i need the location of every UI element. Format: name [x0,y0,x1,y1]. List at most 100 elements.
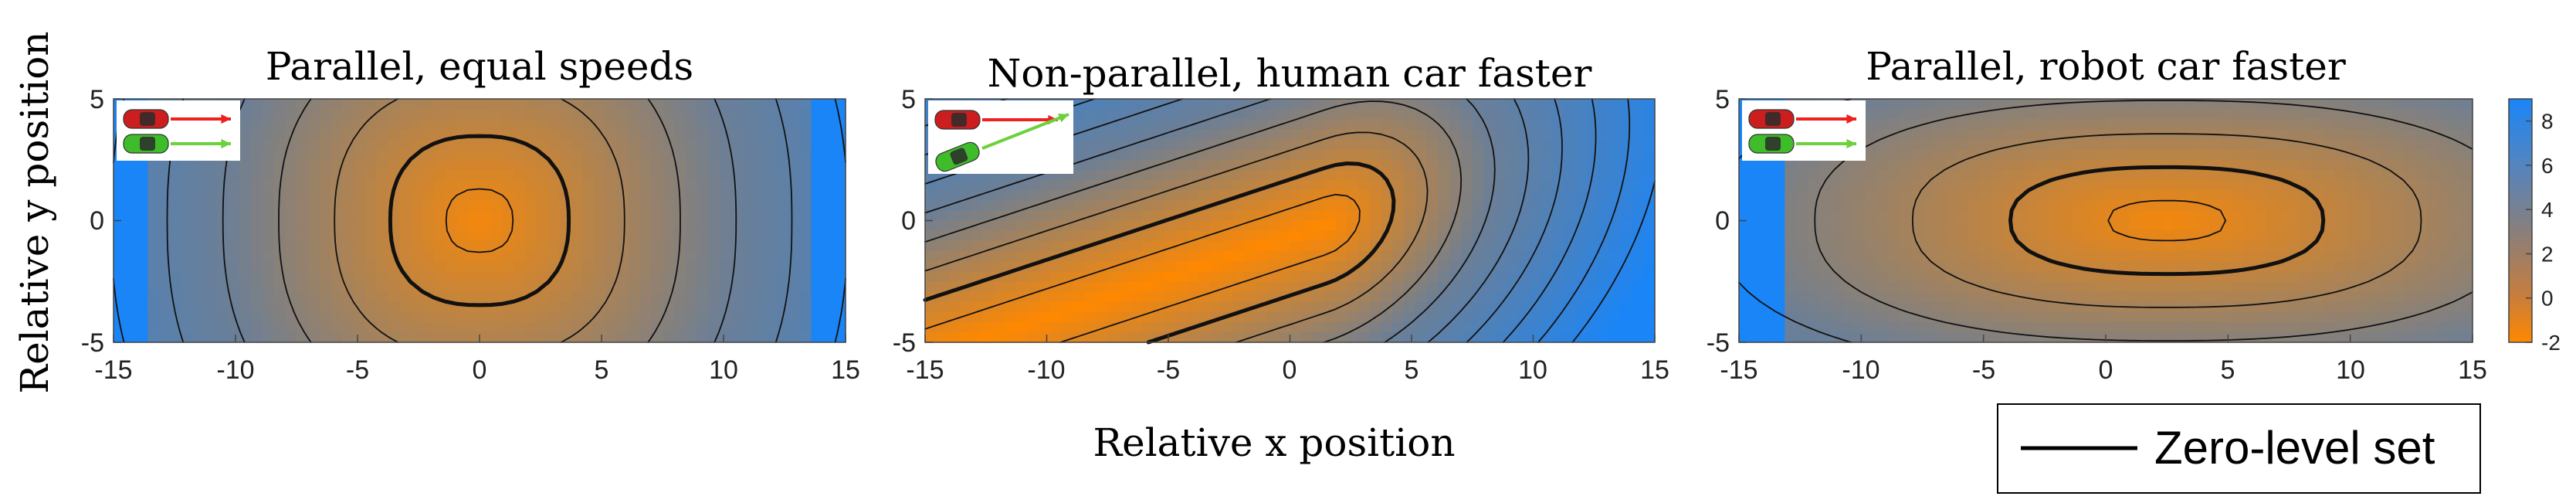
heatmap-cell [2106,200,2118,211]
heatmap-cell [1369,230,1382,242]
heatmap-cell [1495,210,1507,222]
heatmap-cell [1541,139,1553,151]
heatmap-cell [1210,180,1222,191]
heatmap-cell [2403,169,2416,181]
heatmap-cell [1922,271,1934,282]
heatmap-cell [480,250,492,262]
heatmap-cell [1517,321,1530,333]
heatmap-cell [1381,301,1393,313]
heatmap-cell [1887,139,1900,151]
heatmap-cell [651,119,663,130]
heatmap-cell [742,301,755,313]
heatmap-cell [228,190,240,201]
heatmap-cell [1563,109,1576,120]
heatmap-cell [433,159,446,171]
heatmap-cell [1107,271,1120,282]
heatmap-cell [1785,200,1797,211]
heatmap-cell [537,139,549,151]
heatmap-cell [205,311,217,323]
heatmap-cell [239,149,252,161]
heatmap-cell [2426,331,2439,343]
heatmap-cell [1853,291,1866,303]
heatmap-cell [364,220,378,232]
heatmap-cell [250,129,263,141]
heatmap-cell [124,291,137,303]
heatmap-cell [1130,200,1143,211]
heatmap-cell [765,291,778,303]
heatmap-cell [1586,301,1598,313]
heatmap-cell [1865,129,1877,141]
heatmap-cell [1016,321,1029,333]
heatmap-cell [1073,321,1086,333]
heatmap-cell [297,210,309,222]
heatmap-cell [2151,240,2164,252]
heatmap-cell [1244,180,1256,191]
heatmap-cell [364,119,378,130]
heatmap-cell [1073,261,1086,272]
heatmap-cell [502,119,515,130]
heatmap-cell [1039,210,1052,222]
heatmap-cell [1643,331,1656,343]
heatmap-cell [1785,250,1797,262]
heatmap-cell [2415,271,2428,282]
heatmap-cell [1552,240,1564,252]
heatmap-cell [1290,159,1302,171]
heatmap-cell [1062,210,1074,222]
heatmap-cell [2369,119,2381,130]
heatmap-cell [468,180,480,191]
heatmap-cell [1438,301,1450,313]
heatmap-cell [193,291,206,303]
heatmap-cell [2220,200,2232,211]
heatmap-cell [1381,250,1393,262]
heatmap-cell [1301,331,1313,343]
heatmap-cell [330,149,343,161]
x-tick-label: 15 [2458,355,2487,385]
heatmap-cell [605,261,618,272]
heatmap-cell [1107,250,1120,262]
heatmap-cell [1574,291,1588,303]
heatmap-cell [502,321,515,333]
heatmap-cell [2140,261,2152,272]
heatmap-cell [1175,159,1188,171]
heatmap-cell [1358,200,1371,211]
heatmap-cell [788,271,801,282]
heatmap-cell [2117,261,2130,272]
heatmap-cell [147,250,160,262]
heatmap-cell [1563,331,1576,343]
heatmap-cell [730,99,744,110]
heatmap-cell [594,261,606,272]
heatmap-cell [2208,291,2222,303]
heatmap-cell [1415,180,1428,191]
heatmap-cell [834,129,846,141]
heatmap-cell [2449,321,2462,333]
heatmap-cell [354,331,366,343]
heatmap-cell [1818,220,1832,232]
heatmap-cell [216,230,229,242]
heatmap-cell [514,230,526,242]
heatmap-cell [1392,180,1405,191]
heatmap-cell [1910,220,1924,232]
heatmap-cell [2300,220,2313,232]
heatmap-cell [685,281,698,292]
heatmap-cell [297,291,309,303]
heatmap-cell [788,311,801,323]
heatmap-cell [697,220,709,232]
heatmap-cell [342,271,354,282]
heatmap-cell [1643,139,1656,151]
heatmap-cell [673,271,686,282]
heatmap-cell [2357,129,2370,141]
heatmap-cell [525,311,537,323]
heatmap-cell [2323,129,2336,141]
heatmap-cell [2185,210,2198,222]
heatmap-cell [2232,129,2244,141]
heatmap-cell [1796,200,1808,211]
heatmap-cell [571,331,583,343]
heatmap-cell [1187,109,1199,120]
heatmap-cell [765,230,778,242]
heatmap-cell [2277,220,2290,232]
heatmap-cell [1979,190,1992,201]
heatmap-cell [2403,261,2416,272]
heatmap-cell [2334,220,2347,232]
heatmap-cell [1495,271,1507,282]
heatmap-cell [1934,331,1946,343]
